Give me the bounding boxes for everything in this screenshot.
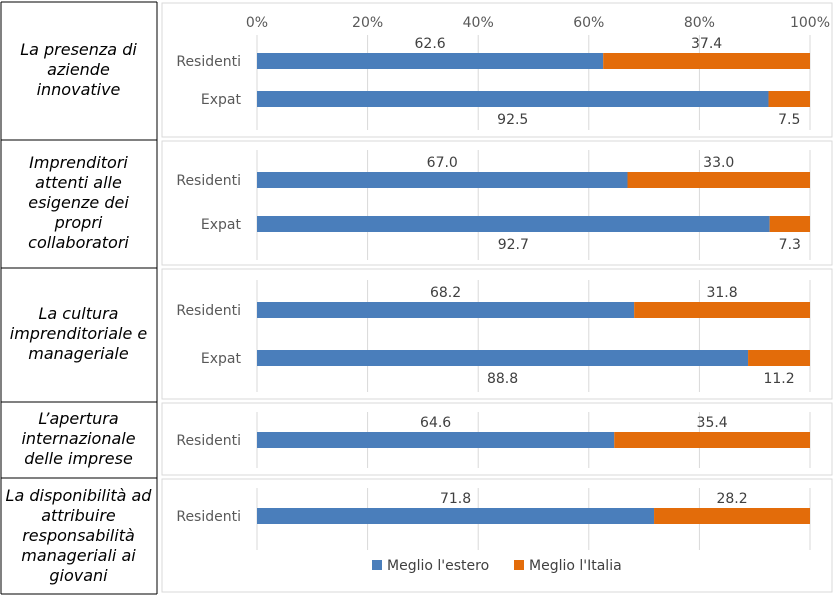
bar-meglio-italia xyxy=(634,302,810,318)
panel-border xyxy=(161,2,833,138)
category-label: La presenza di aziende innovative xyxy=(20,40,137,99)
category-cell-3: La cultura imprenditoriale e manageriale xyxy=(1,268,156,400)
data-label-italia: 31.8 xyxy=(706,285,737,301)
data-label-estero: 64.6 xyxy=(420,415,451,431)
legend-label-estero: Meglio l'estero xyxy=(387,558,489,574)
row-label: Residenti xyxy=(176,173,241,189)
data-label-estero: 67.0 xyxy=(427,155,458,171)
x-tick-label: 60% xyxy=(573,15,604,31)
gridlines xyxy=(256,35,811,550)
bar-meglio-estero xyxy=(257,302,635,318)
bar-meglio-italia xyxy=(769,216,810,232)
row-label: Residenti xyxy=(176,54,241,70)
data-label-estero: 62.6 xyxy=(415,36,446,52)
bars: Residenti 62.6 37.4 Expat 92.5 7.5 Residenti 67… xyxy=(176,36,810,525)
x-tick-label: 20% xyxy=(352,15,383,31)
legend-swatch-italia xyxy=(514,560,524,570)
bar-meglio-estero xyxy=(257,172,628,188)
data-label-italia: 7.3 xyxy=(779,237,801,253)
bar-meglio-italia xyxy=(603,53,810,69)
data-label-estero: 68.2 xyxy=(430,285,461,301)
bar-meglio-estero xyxy=(257,53,604,69)
data-label-italia: 28.2 xyxy=(716,491,747,507)
category-cell-2: Imprenditori attenti alle esigenze dei p… xyxy=(1,140,156,266)
category-label: La disponibilità ad attribuire responsab… xyxy=(5,485,152,585)
data-label-italia: 35.4 xyxy=(697,415,728,431)
panel-border xyxy=(161,402,833,476)
data-label-estero: 92.7 xyxy=(498,237,529,253)
data-label-estero: 88.8 xyxy=(487,371,518,387)
panel-border xyxy=(161,478,833,593)
bar-meglio-italia xyxy=(748,350,810,366)
row-label: Expat xyxy=(201,92,242,108)
data-label-estero: 71.8 xyxy=(440,491,471,507)
category-label: L’apertura internazionale delle imprese xyxy=(21,409,136,468)
x-tick-label: 40% xyxy=(463,15,494,31)
category-cell-1: La presenza di aziende innovative xyxy=(1,2,156,138)
x-tick-label: 80% xyxy=(684,15,715,31)
x-tick-label: 0% xyxy=(246,15,268,31)
bar-meglio-italia xyxy=(614,432,810,448)
data-label-italia: 11.2 xyxy=(763,371,794,387)
x-tick-label: 100% xyxy=(790,15,830,31)
category-cell-4: L’apertura internazionale delle imprese xyxy=(1,402,156,476)
bar-meglio-estero xyxy=(257,508,655,524)
category-label: La cultura imprenditoriale e manageriale xyxy=(9,304,148,363)
panel-border xyxy=(161,268,833,400)
data-label-italia: 37.4 xyxy=(691,36,722,52)
data-label-italia: 33.0 xyxy=(703,155,734,171)
legend-label-italia: Meglio l'Italia xyxy=(529,558,622,574)
legend: Meglio l'estero Meglio l'Italia xyxy=(372,558,622,574)
category-cell-5: La disponibilità ad attribuire responsab… xyxy=(1,478,156,593)
panel-border xyxy=(161,140,833,266)
bar-meglio-estero xyxy=(257,432,615,448)
row-label: Residenti xyxy=(176,433,241,449)
row-label: Residenti xyxy=(176,303,241,319)
bar-meglio-estero xyxy=(257,91,769,107)
bar-meglio-estero xyxy=(257,216,770,232)
bar-meglio-estero xyxy=(257,350,749,366)
bar-meglio-italia xyxy=(627,172,810,188)
row-label: Expat xyxy=(201,217,242,233)
bar-meglio-italia xyxy=(654,508,810,524)
row-label: Residenti xyxy=(176,509,241,525)
x-axis-ticks: 0% 20% 40% 60% 80% 100% xyxy=(246,15,830,31)
bar-meglio-italia xyxy=(768,91,810,107)
legend-swatch-estero xyxy=(372,560,382,570)
category-label: Imprenditori attenti alle esigenze dei p… xyxy=(28,153,129,252)
row-label: Expat xyxy=(201,351,242,367)
data-label-estero: 92.5 xyxy=(497,112,528,128)
data-label-italia: 7.5 xyxy=(778,112,800,128)
